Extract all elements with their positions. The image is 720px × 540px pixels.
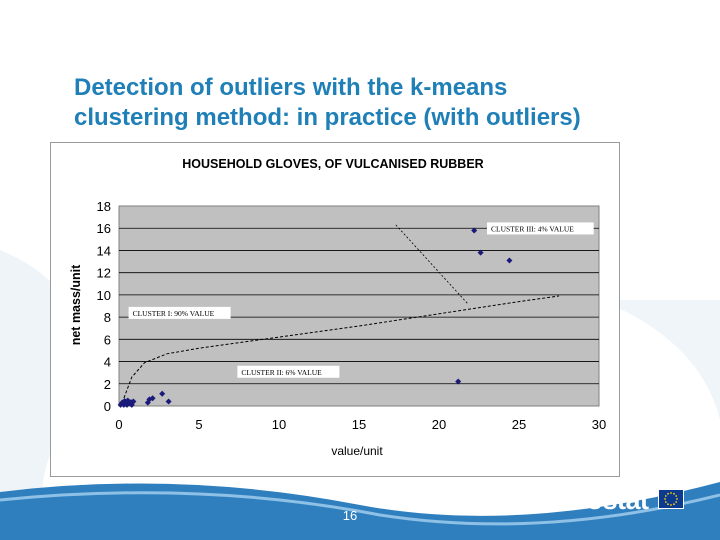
slide-title-line2: clustering method: in practice (with out…: [74, 104, 581, 131]
star-icon: [676, 498, 678, 500]
plot-area: [118, 205, 600, 407]
x-tick-label: 20: [432, 417, 446, 432]
data-point: [149, 395, 156, 402]
cluster-annotation: CLUSTER I: 90% VALUE: [128, 306, 231, 319]
annotation-text: CLUSTER I: 90% VALUE: [133, 309, 215, 318]
data-point: [128, 399, 134, 406]
star-icon: [664, 501, 667, 503]
slide-title-line1: Detection of outliers with the k-means: [74, 74, 508, 101]
slide-title: Detection of outliers with the k-means c…: [74, 73, 674, 133]
chart-frame: HOUSEHOLD GLOVES, OF VULCANISED RUBBER 0…: [50, 142, 620, 477]
y-tick-label: 16: [97, 221, 111, 236]
y-tick-label: 14: [97, 243, 111, 258]
data-point: [455, 378, 462, 385]
annotation-text: CLUSTER II: 6% VALUE: [241, 368, 322, 377]
y-tick-label: 4: [104, 355, 111, 370]
eurostat-logo: eurostat: [536, 474, 696, 534]
y-tick-label: 8: [104, 310, 111, 325]
cluster-annotation: CLUSTER III: 4% VALUE: [487, 222, 594, 235]
scatter-chart: HOUSEHOLD GLOVES, OF VULCANISED RUBBER 0…: [69, 157, 606, 458]
star-icon: [675, 501, 678, 503]
data-point: [159, 390, 166, 397]
chart-title: HOUSEHOLD GLOVES, OF VULCANISED RUBBER: [182, 157, 483, 171]
star-icon: [673, 492, 675, 495]
data-point: [165, 398, 172, 405]
data-point: [477, 249, 484, 256]
star-icon: [675, 495, 678, 497]
x-tick-label: 10: [272, 417, 286, 432]
star-icon: [664, 498, 666, 500]
cluster-annotation: CLUSTER II: 6% VALUE: [237, 365, 340, 378]
annotation-box: [237, 365, 340, 378]
x-tick-label: 15: [352, 417, 366, 432]
trend-curve: [121, 295, 560, 403]
y-tick-label: 2: [104, 377, 111, 392]
annotation-box: [487, 222, 594, 235]
annotation-box: [128, 306, 231, 319]
annotation-text: CLUSTER III: 4% VALUE: [491, 224, 574, 233]
eu-flag-icon: [658, 489, 684, 509]
star-icon: [673, 503, 675, 506]
data-point: [146, 396, 153, 403]
leader-line: [395, 224, 469, 305]
page-number: 16: [342, 508, 358, 523]
data-point: [506, 257, 513, 264]
y-tick-label: 6: [104, 332, 111, 347]
y-tick-label: 12: [97, 266, 111, 281]
y-axis-label: net mass/unit: [69, 264, 83, 345]
star-icon: [670, 492, 672, 494]
x-tick-label: 30: [592, 417, 606, 432]
x-axis-label: value/unit: [331, 444, 383, 458]
x-tick-label: 5: [195, 417, 202, 432]
data-point: [471, 227, 478, 234]
star-icon: [664, 495, 667, 497]
y-tick-label: 0: [104, 399, 111, 414]
star-icon: [667, 492, 669, 495]
x-tick-label: 0: [115, 417, 122, 432]
y-tick-label: 10: [97, 288, 111, 303]
y-tick-label: 18: [97, 199, 111, 214]
x-tick-label: 25: [512, 417, 526, 432]
star-icon: [670, 504, 672, 506]
star-icon: [667, 503, 669, 506]
logo-text: eurostat: [546, 485, 649, 515]
